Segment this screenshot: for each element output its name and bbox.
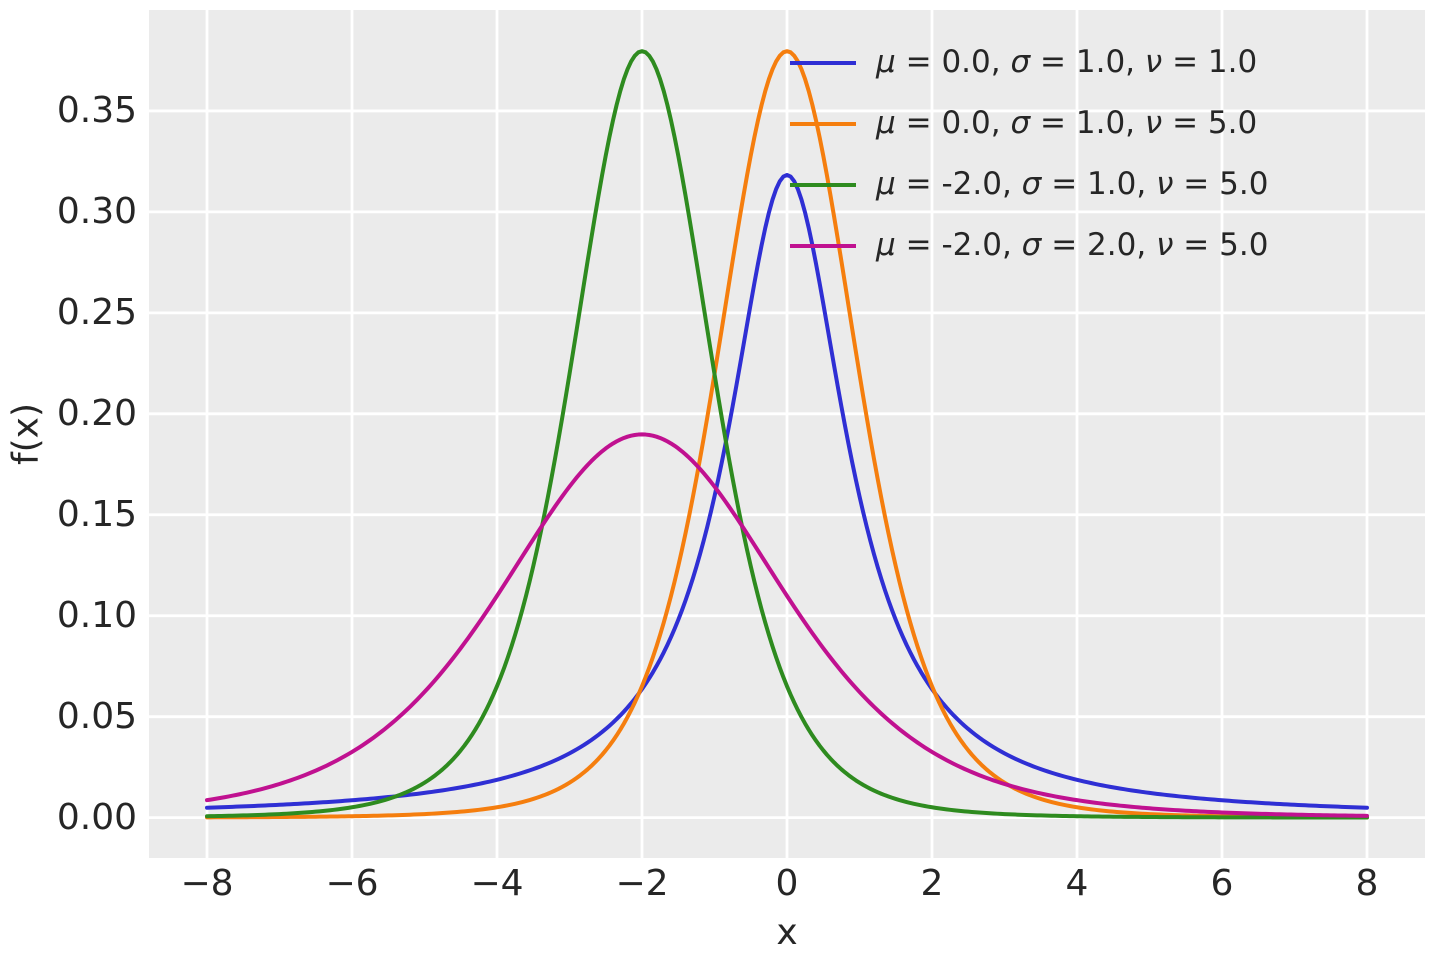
plot-canvas: [149, 10, 1425, 858]
legend-label: μ = 0.0, σ = 1.0, ν = 1.0: [876, 44, 1258, 80]
legend-line-swatch: [790, 60, 856, 65]
y-axis-label: f(x): [5, 402, 47, 466]
series-line-1: [205, 49, 1369, 820]
x-tick-label: −2: [615, 863, 669, 904]
y-tick-label: 0.05: [56, 695, 137, 737]
series-line-3: [205, 432, 1369, 818]
series-line-2: [205, 49, 1369, 820]
legend-entry-1: μ = 0.0, σ = 1.0, ν = 5.0: [790, 93, 1268, 154]
plot-area: μ = 0.0, σ = 1.0, ν = 1.0 μ = 0.0, σ = 1.…: [149, 10, 1425, 858]
y-tick-label: 0.35: [56, 89, 137, 131]
legend-label: μ = -2.0, σ = 2.0, ν = 5.0: [876, 227, 1269, 263]
y-tick-label: 0.30: [56, 190, 137, 232]
legend-entry-2: μ = -2.0, σ = 1.0, ν = 5.0: [790, 154, 1268, 215]
x-tick-label: 6: [1210, 863, 1234, 904]
y-tick-label: 0.15: [56, 493, 137, 535]
x-tick-label: 0: [775, 863, 799, 904]
legend-entry-0: μ = 0.0, σ = 1.0, ν = 1.0: [790, 32, 1268, 93]
y-tick-label: 0.25: [56, 291, 137, 333]
x-tick-label: 4: [1065, 863, 1089, 904]
legend-label: μ = 0.0, σ = 1.0, ν = 5.0: [876, 105, 1258, 141]
x-tick-label: 8: [1355, 863, 1379, 904]
legend-line-swatch: [790, 182, 856, 187]
x-tick-label: 2: [920, 863, 944, 904]
x-axis-label: x: [776, 912, 798, 953]
x-tick-label: −6: [325, 863, 379, 904]
y-tick-label: 0.00: [56, 796, 137, 838]
x-tick-label: −4: [470, 863, 524, 904]
legend-line-swatch: [790, 121, 856, 126]
y-tick-label: 0.20: [56, 392, 137, 434]
legend-label: μ = -2.0, σ = 1.0, ν = 5.0: [876, 166, 1269, 202]
legend-entry-3: μ = -2.0, σ = 2.0, ν = 5.0: [790, 215, 1268, 276]
legend-line-swatch: [790, 243, 856, 248]
y-tick-label: 0.10: [56, 594, 137, 636]
legend: μ = 0.0, σ = 1.0, ν = 1.0 μ = 0.0, σ = 1.…: [790, 32, 1268, 276]
x-tick-label: −8: [180, 863, 234, 904]
